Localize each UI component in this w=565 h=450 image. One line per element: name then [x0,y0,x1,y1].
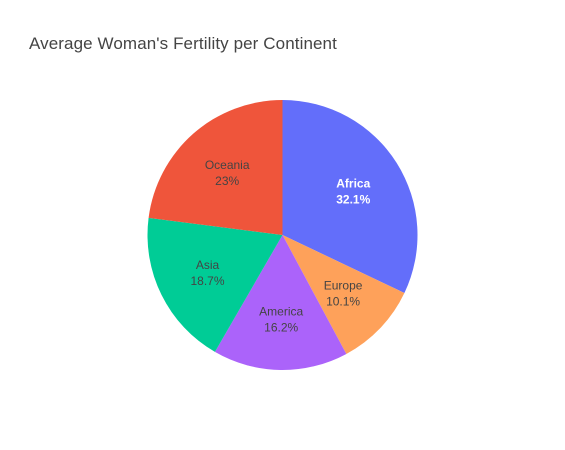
slice-percent-asia: 18.7% [190,274,224,288]
slice-name-europe: Europe [324,279,363,293]
slice-name-asia: Asia [196,258,220,272]
slice-percent-europe: 10.1% [326,295,360,309]
slice-name-oceania: Oceania [205,158,250,172]
slice-percent-america: 16.2% [264,321,298,335]
slice-name-america: America [259,305,303,319]
slice-percent-oceania: 23% [215,174,239,188]
slice-name-africa: Africa [336,176,370,190]
slice-percent-africa: 32.1% [336,192,370,206]
